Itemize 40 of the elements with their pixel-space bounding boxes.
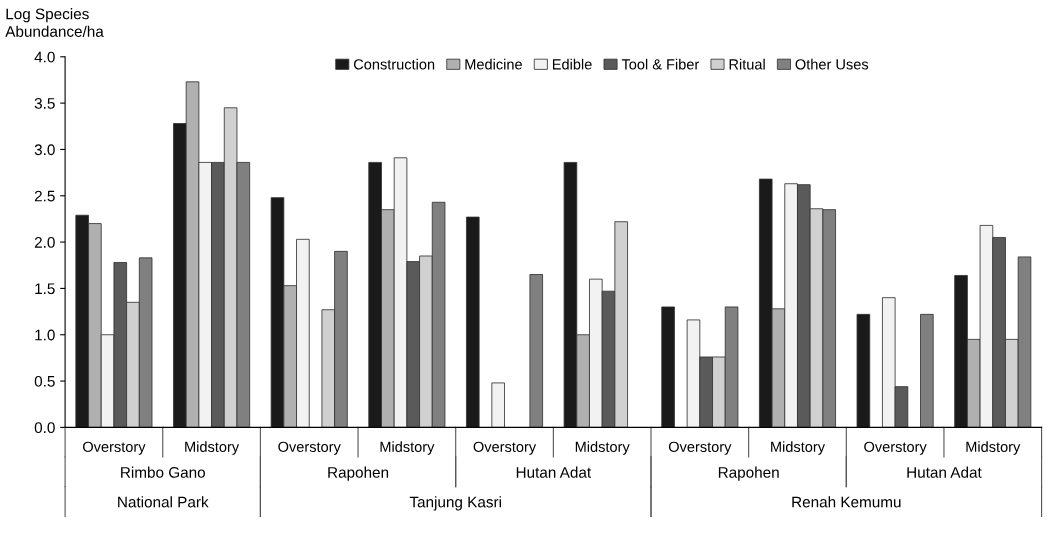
bar — [466, 216, 480, 428]
bar — [491, 382, 505, 428]
y-tick-label: 2.5 — [34, 190, 55, 202]
text: Rapohen — [718, 466, 779, 481]
x-tick-label: Overstory — [668, 441, 732, 455]
y-tick-label: 1.5 — [35, 283, 55, 295]
y-tick-label: 3.5 — [34, 98, 55, 109]
y-tick-label: 2.0 — [34, 236, 55, 248]
y-tick-label: 0.0 — [34, 422, 55, 434]
text: Hutan Adat — [516, 466, 592, 478]
y-axis-title: Log Species Abundance/ha — [5, 8, 104, 37]
bar — [856, 313, 871, 428]
legend-label: Other Uses — [795, 58, 869, 70]
x-tick-label: Overstory — [83, 441, 146, 455]
x-tick-label: Midstory — [771, 441, 825, 455]
y-tick-label: 4.0 — [34, 51, 55, 63]
x-tick-label: Midstory — [185, 441, 240, 455]
y-tick-label: 1.0 — [35, 329, 55, 341]
x-tick-label: Overstory — [864, 441, 927, 455]
legend-label: Medicine — [465, 58, 522, 70]
bar — [920, 313, 934, 428]
text: Hutan Adat — [907, 466, 982, 478]
text: Tanjung Kasri — [409, 496, 501, 511]
legend-label: Edible — [552, 58, 592, 70]
x-tick-label: Overstory — [473, 441, 537, 455]
y-tick-label: 0.5 — [34, 375, 55, 387]
legend-label: Construction — [353, 58, 435, 70]
y-tick-label: 3.0 — [34, 144, 55, 156]
text: Renah Kemumu — [792, 496, 901, 508]
text: National Park — [118, 496, 209, 508]
legend-label: Tool & Fiber — [621, 58, 700, 70]
x-tick-label: Midstory — [380, 441, 435, 455]
x-tick-label: Midstory — [575, 441, 630, 455]
text: Rimbo Gano — [121, 466, 205, 478]
legend-label: Ritual — [729, 58, 765, 70]
bar — [661, 306, 675, 428]
bar — [529, 274, 544, 428]
x-tick-label: Midstory — [966, 441, 1021, 455]
text: Rapohen — [328, 466, 389, 481]
x-tick-label: Overstory — [278, 441, 341, 455]
